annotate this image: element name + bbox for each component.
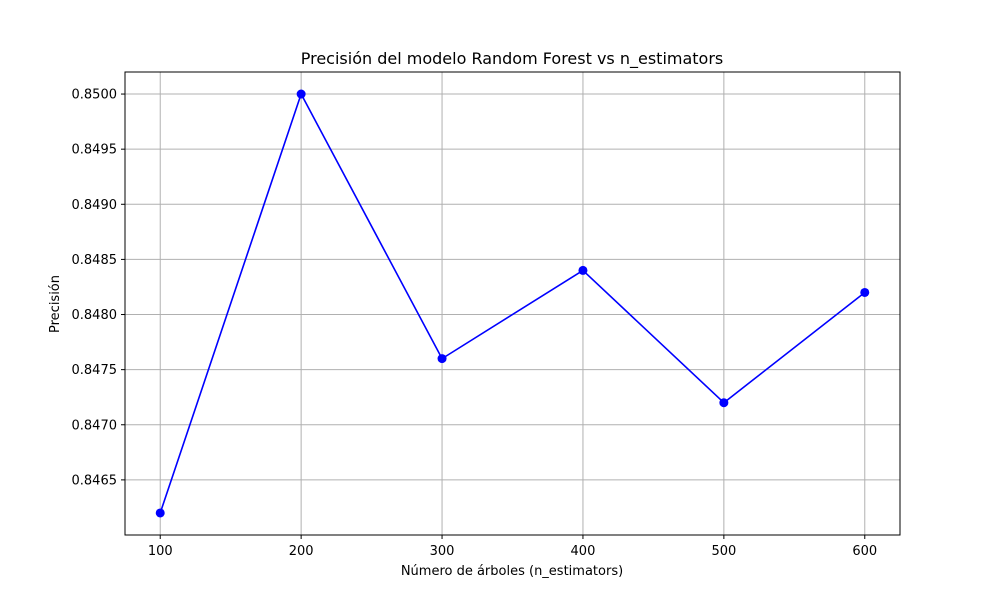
data-point <box>578 265 588 275</box>
x-tick-label: 200 <box>289 544 314 559</box>
series-line <box>159 93 866 514</box>
y-tick-label: 0.8475 <box>72 363 118 378</box>
x-tick-label: 400 <box>571 544 596 559</box>
x-axis-label: Número de árboles (n_estimators) <box>401 564 623 579</box>
y-tick-label: 0.8480 <box>72 308 118 323</box>
y-tick-label: 0.8470 <box>72 418 118 433</box>
chart-title: Precisión del modelo Random Forest vs n_… <box>301 49 724 69</box>
series-layer <box>155 89 870 518</box>
plot-frame <box>124 71 901 536</box>
y-tick-label: 0.8485 <box>72 253 118 268</box>
x-tick-label: 100 <box>148 544 173 559</box>
x-tick-label: 300 <box>430 544 455 559</box>
x-axis-ticks: 100 200 300 400 500 600 <box>148 535 877 559</box>
y-axis-ticks: 0.8465 0.8470 0.8475 0.8480 0.8485 0.8490 0.84… <box>72 88 125 488</box>
x-tick-label: 600 <box>852 544 877 559</box>
data-point <box>437 354 447 364</box>
y-tick-label: 0.8500 <box>72 88 118 103</box>
grid <box>125 72 900 535</box>
data-point <box>860 287 870 297</box>
y-tick-label: 0.8465 <box>72 473 118 488</box>
data-point <box>155 508 165 518</box>
y-tick-label: 0.8495 <box>72 143 118 158</box>
data-point <box>296 89 306 99</box>
y-tick-label: 0.8490 <box>72 198 118 213</box>
x-tick-label: 500 <box>711 544 736 559</box>
data-point <box>719 398 729 408</box>
y-axis-label: Precisión <box>48 275 63 333</box>
